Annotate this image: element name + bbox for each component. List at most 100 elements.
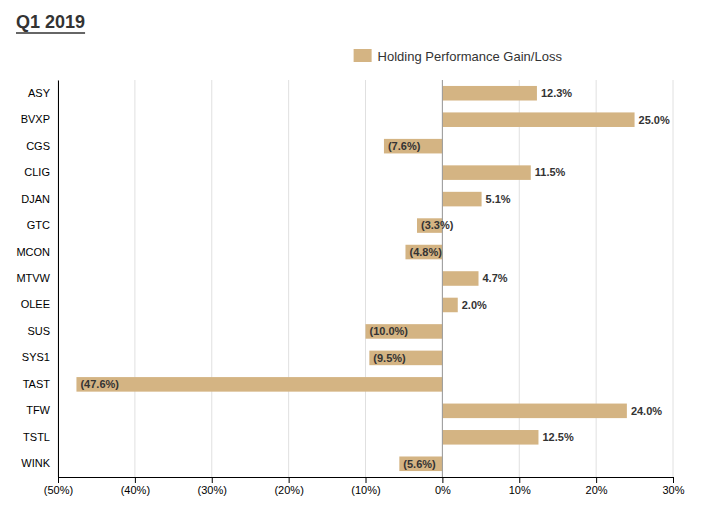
x-tick-label: (20%)	[274, 484, 303, 496]
grid-line	[134, 80, 135, 477]
title-underline	[16, 32, 85, 34]
data-label: (7.6%)	[388, 140, 421, 152]
data-label: 5.1%	[486, 193, 511, 205]
data-label: 2.0%	[462, 299, 487, 311]
data-label: (5.6%)	[403, 458, 436, 470]
x-tick-label: 30%	[662, 484, 684, 496]
data-label: 11.5%	[535, 166, 566, 178]
x-tick: 20%	[586, 477, 608, 496]
x-tick: 0%	[435, 477, 451, 496]
y-tick: TAST	[23, 378, 58, 390]
y-tick: SUS	[27, 325, 58, 337]
y-tick-label: WINK	[21, 457, 50, 469]
y-tick: ASY	[28, 87, 58, 99]
y-tick-label: TAST	[23, 378, 51, 390]
y-tick: MTVW	[16, 272, 58, 284]
bar	[442, 165, 530, 180]
x-tick: (40%)	[121, 477, 150, 496]
y-tick-label: CGS	[26, 140, 50, 152]
y-tick-label: DJAN	[21, 193, 50, 205]
data-label: 25.0%	[639, 114, 670, 126]
x-tick-mark	[212, 477, 213, 483]
bar	[442, 192, 481, 207]
legend-swatch	[354, 49, 372, 62]
y-tick: TSTL	[23, 431, 58, 443]
data-label: (9.5%)	[373, 352, 406, 364]
grid-line	[673, 80, 674, 477]
bars	[76, 86, 634, 471]
x-tick: (20%)	[274, 477, 303, 496]
y-tick: MCON	[16, 246, 58, 258]
bar	[384, 139, 442, 154]
y-tick: BVXP	[21, 113, 58, 125]
x-tick: (30%)	[198, 477, 227, 496]
x-tick-mark	[135, 477, 136, 483]
x-axis-line	[59, 478, 674, 484]
y-tick: CGS	[26, 140, 58, 152]
x-tick-label: (30%)	[198, 484, 227, 496]
grid-line	[442, 80, 443, 477]
bar	[366, 324, 443, 339]
data-label: 12.3%	[541, 87, 572, 99]
x-tick: 10%	[509, 477, 531, 496]
bar	[405, 245, 442, 260]
bar	[442, 86, 537, 101]
baseline	[442, 80, 443, 477]
x-tick-label: 10%	[509, 484, 531, 496]
y-tick-label: OLEE	[21, 298, 50, 310]
bar	[442, 271, 478, 286]
y-tick: OLEE	[21, 298, 58, 310]
x-tick: 30%	[662, 477, 684, 496]
x-tick-label: 0%	[435, 484, 451, 496]
x-tick-label: (10%)	[351, 484, 380, 496]
data-label: 12.5%	[542, 431, 573, 443]
bar	[442, 298, 457, 313]
data-label: (4.8%)	[409, 246, 442, 258]
y-tick-label: GTC	[27, 219, 50, 231]
x-tick-mark	[673, 477, 674, 483]
data-label: 4.7%	[483, 272, 508, 284]
y-tick: DJAN	[21, 193, 58, 205]
x-tick-mark	[519, 477, 520, 483]
x-tick-mark	[58, 477, 59, 483]
y-tick: CLIG	[24, 166, 58, 178]
x-tick-mark	[366, 477, 367, 483]
y-tick-label: SYS1	[22, 351, 50, 363]
grid-line	[58, 80, 59, 477]
bar	[442, 430, 538, 445]
y-tick: TFW	[26, 404, 58, 416]
x-tick-mark	[289, 477, 290, 483]
x-axis: (50%) (40%) (30%) (20%) (10%) 0% 10% 20% 30%	[44, 477, 685, 496]
data-label: 24.0%	[631, 405, 662, 417]
y-tick: WINK	[21, 457, 58, 469]
chart: (50%) (40%) (30%) (20%) (10%) 0% 10% 20% 30% ASY B…	[0, 0, 707, 511]
legend: Holding Performance Gain/Loss	[354, 49, 563, 64]
data-label: (3.3%)	[421, 219, 454, 231]
x-tick-label: (50%)	[44, 484, 73, 496]
y-tick: SYS1	[22, 351, 58, 363]
y-tick-label: CLIG	[24, 166, 50, 178]
x-tick-mark	[596, 477, 597, 483]
data-label: (47.6%)	[80, 378, 119, 390]
y-tick-label: TFW	[26, 404, 50, 416]
data-label: (10.0%)	[370, 325, 409, 337]
y-tick-label: BVXP	[21, 113, 50, 125]
title: Q1 2019	[16, 12, 85, 32]
y-tick-label: ASY	[28, 87, 51, 99]
bar	[442, 112, 634, 127]
x-tick: (50%)	[44, 477, 73, 496]
x-tick-mark	[442, 477, 443, 483]
bar	[399, 456, 442, 471]
bar	[442, 404, 627, 419]
y-tick-label: TSTL	[23, 431, 50, 443]
grid	[58, 80, 673, 477]
grid-line	[211, 80, 212, 477]
y-tick: GTC	[27, 219, 58, 231]
bar	[369, 351, 442, 366]
y-tick-label: MTVW	[16, 272, 50, 284]
y-tick-label: MCON	[16, 246, 50, 258]
legend-label: Holding Performance Gain/Loss	[378, 49, 563, 64]
x-tick-label: 20%	[586, 484, 608, 496]
x-tick: (10%)	[351, 477, 380, 496]
plot: (50%) (40%) (30%) (20%) (10%) 0% 10% 20% 30% ASY B…	[16, 80, 684, 496]
